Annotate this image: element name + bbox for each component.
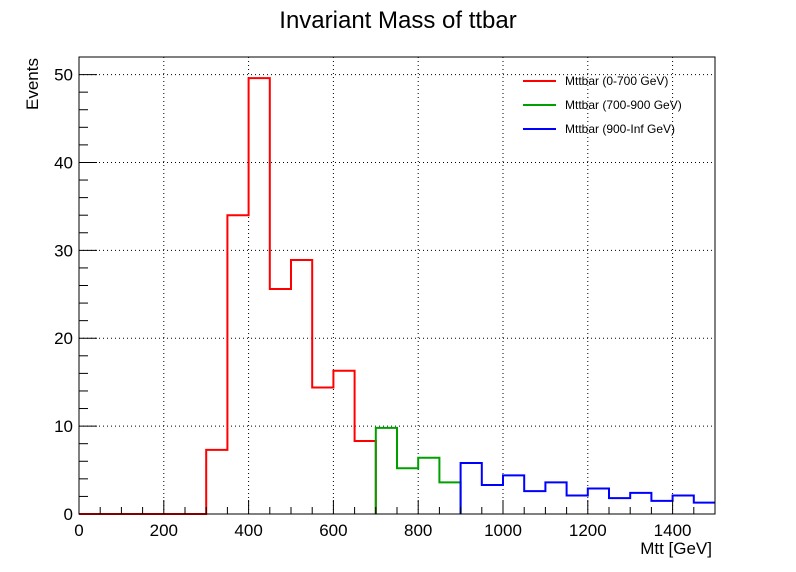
legend-entry: Mttbar (900-Inf GeV) [565,122,675,136]
histogram-bin [355,441,376,514]
histogram-bin [439,482,460,514]
legend-entry: Mttbar (0-700 GeV) [565,74,668,88]
y-tick-label: 40 [54,153,73,172]
legend: Mttbar (0-700 GeV) Mttbar (700-900 GeV) Mt… [523,74,682,136]
histogram-bin [482,485,503,514]
histogram-bin [376,428,397,514]
y-tick-label: 0 [64,505,73,524]
histogram-bin [418,458,439,514]
x-tick-label: 800 [404,521,432,540]
histogram-bin [630,493,651,514]
histogram-bin [333,371,354,514]
histogram-bin [270,289,291,514]
legend-entry: Mttbar (700-900 GeV) [565,98,682,112]
y-tick-label: 20 [54,329,73,348]
histogram-bin [397,468,418,514]
x-tick-label: 0 [74,521,83,540]
x-tick-label: 600 [319,521,347,540]
chart-title: Invariant Mass of ttbar [279,7,516,34]
x-tick-label: 400 [234,521,262,540]
histogram-bin [694,503,715,514]
x-tick-label: 1200 [569,521,607,540]
x-axis-label: Mtt [GeV] [640,539,712,558]
histogram-bin [524,491,545,514]
x-tick-label: 200 [150,521,178,540]
histogram-bin [673,496,694,514]
histogram-series-2 [374,426,462,514]
histogram-bin [291,260,312,514]
x-tick-label: 1000 [484,521,522,540]
axis-ticks: 0 200 400 600 800 1000 1200 1400 0 10 20 30 40 50 [54,66,695,540]
histogram-bin [461,463,482,514]
y-tick-label: 10 [54,417,73,436]
histogram-bin [249,78,270,514]
histogram-bin [651,501,672,514]
histogram-bin [588,489,609,514]
histogram-bin [567,496,588,514]
y-axis-label: Events [23,58,42,110]
y-tick-label: 50 [54,66,73,85]
histogram-bin [206,450,227,514]
histogram-bin [545,482,566,514]
histogram-series [79,77,715,515]
histogram-bin [312,387,333,514]
x-tick-label: 1400 [654,521,692,540]
histogram-bin [503,475,524,514]
histogram-bin [227,215,248,514]
y-tick-label: 30 [54,241,73,260]
histogram-bin [609,498,630,514]
